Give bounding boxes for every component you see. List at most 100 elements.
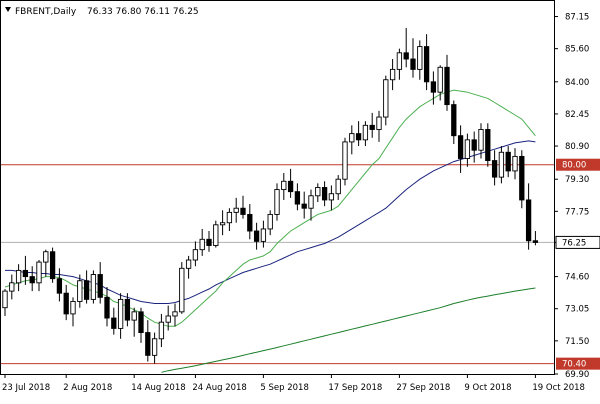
candlestick[interactable] xyxy=(240,195,246,219)
triangle-down-icon[interactable] xyxy=(5,7,11,12)
candlestick[interactable] xyxy=(77,274,83,308)
candlestick[interactable] xyxy=(485,123,491,167)
candlestick[interactable] xyxy=(335,175,341,200)
candlestick[interactable] xyxy=(233,197,239,223)
candle-body-bull xyxy=(260,228,267,242)
ohlc-values: 76.33 76.80 76.11 76.25 xyxy=(87,7,199,17)
candlestick[interactable] xyxy=(2,289,8,316)
candlestick[interactable] xyxy=(206,231,212,252)
candlestick[interactable] xyxy=(376,110,382,142)
candlestick[interactable] xyxy=(430,71,437,105)
candlestick[interactable] xyxy=(104,286,110,327)
candle-body-bull xyxy=(274,189,280,215)
candlestick[interactable] xyxy=(444,54,450,111)
candlestick[interactable] xyxy=(70,297,76,327)
candlestick[interactable] xyxy=(417,40,423,80)
candle-body-bull xyxy=(512,155,518,172)
candlestick[interactable] xyxy=(315,183,321,203)
candlestick[interactable] xyxy=(410,38,416,78)
candlestick[interactable] xyxy=(260,220,267,248)
candlestick[interactable] xyxy=(199,228,205,256)
candlestick[interactable] xyxy=(342,137,348,186)
candlestick[interactable] xyxy=(308,189,314,221)
candle-body-bear xyxy=(49,251,56,280)
candlestick[interactable] xyxy=(111,307,117,335)
candlestick[interactable] xyxy=(165,305,171,331)
candlestick[interactable] xyxy=(49,247,56,283)
candlestick[interactable] xyxy=(145,320,151,362)
y-tick-label: 85.60 xyxy=(565,45,589,55)
level-price-tag xyxy=(556,158,600,171)
candlestick[interactable] xyxy=(301,191,307,219)
candlestick[interactable] xyxy=(396,48,403,80)
candlestick[interactable] xyxy=(219,210,226,236)
candlestick[interactable] xyxy=(328,185,335,211)
candle-body-bear xyxy=(22,269,29,278)
candlestick[interactable] xyxy=(226,208,233,232)
candlestick[interactable] xyxy=(294,183,301,211)
candlestick[interactable] xyxy=(505,146,511,178)
candlestick[interactable] xyxy=(56,268,63,302)
candlestick[interactable] xyxy=(63,284,69,321)
candlestick[interactable] xyxy=(423,34,430,91)
candlestick[interactable] xyxy=(362,121,369,147)
candlestick[interactable] xyxy=(267,210,273,236)
candlestick[interactable] xyxy=(437,65,443,101)
candlestick[interactable] xyxy=(124,293,131,327)
candlestick[interactable] xyxy=(29,266,35,292)
candlestick[interactable] xyxy=(253,222,260,250)
candlestick[interactable] xyxy=(9,274,15,300)
candle-body-bear xyxy=(138,311,144,334)
candlestick[interactable] xyxy=(287,168,294,198)
candlestick[interactable] xyxy=(192,241,199,267)
candlestick[interactable] xyxy=(525,183,532,250)
candlestick[interactable] xyxy=(158,313,165,348)
x-tick-label: 23 Jul 2018 xyxy=(2,383,50,393)
candlestick[interactable] xyxy=(349,125,355,155)
candle-body-bear xyxy=(519,155,525,201)
candlestick[interactable] xyxy=(281,172,287,200)
candlestick[interactable] xyxy=(43,249,49,277)
candlestick[interactable] xyxy=(179,262,185,314)
candlestick[interactable] xyxy=(403,27,409,68)
candlestick[interactable] xyxy=(274,183,280,221)
candle-body-bull xyxy=(335,178,341,195)
candlestick[interactable] xyxy=(464,133,471,167)
candle-body-bear xyxy=(430,81,437,93)
candlestick[interactable] xyxy=(471,131,477,163)
y-tick-label: 74.60 xyxy=(565,273,589,283)
candlestick[interactable] xyxy=(512,148,518,180)
candlestick[interactable] xyxy=(369,112,375,138)
candlestick[interactable] xyxy=(213,220,219,248)
candle-body-bull xyxy=(185,259,192,269)
candlestick[interactable] xyxy=(151,332,158,364)
candlestick[interactable] xyxy=(117,293,124,339)
candlestick[interactable] xyxy=(491,150,498,186)
candlestick[interactable] xyxy=(97,262,103,304)
candle-body-bull xyxy=(233,207,239,213)
candlestick[interactable] xyxy=(451,100,457,144)
candlestick[interactable] xyxy=(383,75,389,126)
x-tick-label: 2 Aug 2018 xyxy=(63,383,112,393)
candlestick[interactable] xyxy=(478,123,484,159)
candlestick[interactable] xyxy=(355,121,362,147)
candlestick[interactable] xyxy=(138,307,144,343)
candlestick[interactable] xyxy=(247,204,253,240)
candlestick[interactable] xyxy=(457,125,464,173)
candlestick[interactable] xyxy=(172,303,178,327)
candlestick[interactable] xyxy=(90,270,97,304)
candlestick[interactable] xyxy=(498,146,505,184)
candlestick[interactable] xyxy=(15,264,22,292)
candlestick[interactable] xyxy=(532,231,539,246)
candlestick[interactable] xyxy=(321,181,328,207)
candlestick[interactable] xyxy=(389,59,396,91)
candlestick[interactable] xyxy=(131,307,137,337)
candlestick[interactable] xyxy=(83,270,90,304)
candle-body-bull xyxy=(15,269,22,284)
y-tick-label: 87.15 xyxy=(565,13,589,23)
candlestick[interactable] xyxy=(519,150,525,209)
candlestick[interactable] xyxy=(22,255,29,285)
candlestick[interactable] xyxy=(36,260,42,292)
candlestick[interactable] xyxy=(185,255,192,279)
